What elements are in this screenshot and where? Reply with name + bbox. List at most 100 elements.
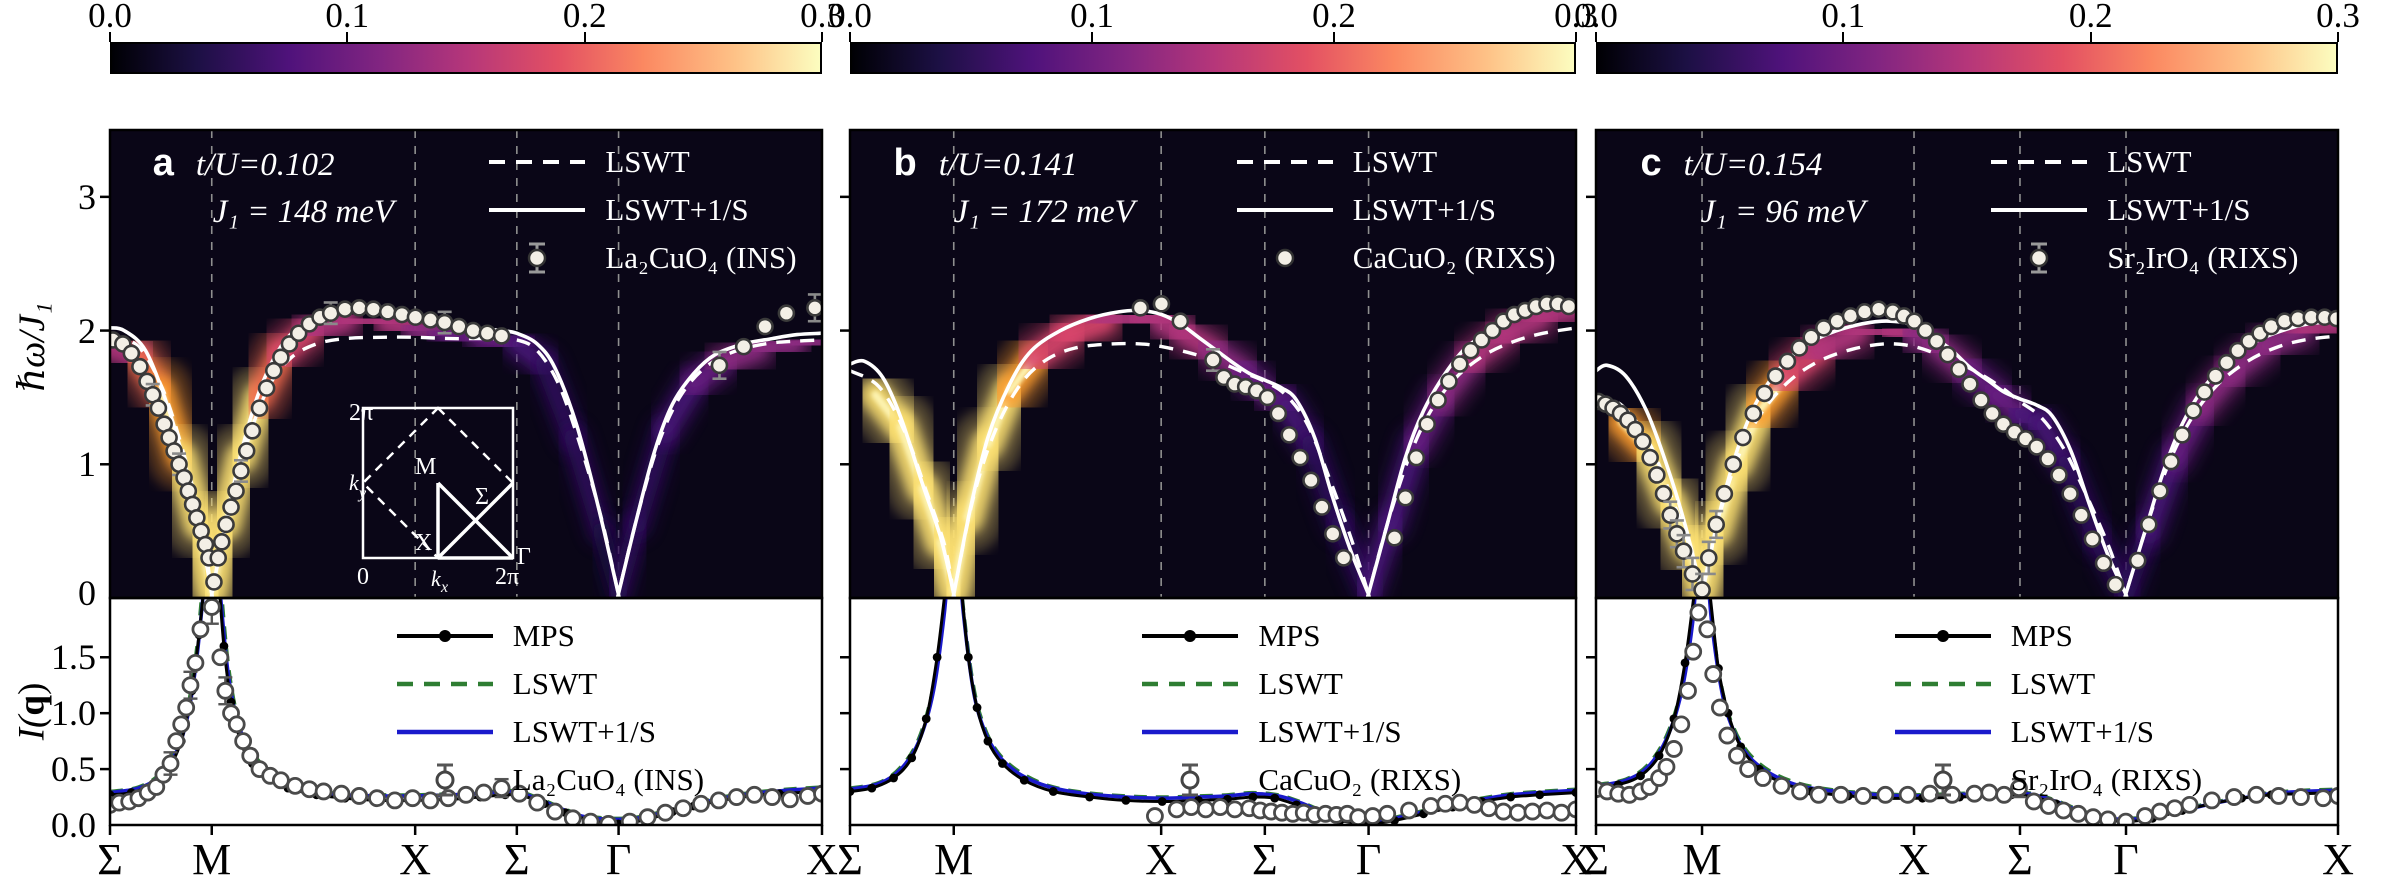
panel-c-xtick-Gamma: Γ [2113, 835, 2139, 884]
legend-label: LSWT [605, 144, 690, 179]
panel-b-J1: J₁ = 172 meV [953, 194, 1135, 230]
panel-a: 0.0 0.1 0.2 0.3 a t/U=0.102 J₁ = 148 meV … [88, 0, 844, 890]
legend-row-lswt1s-blue: LSWT+1/S [1893, 708, 2202, 756]
lower-frame [848, 596, 1578, 827]
lswt1s-blue-line-icon [1894, 729, 1991, 735]
colorbar-b-tickmark [849, 32, 851, 42]
panel-b-xtick-M: M [934, 835, 974, 884]
experiment-points [1596, 300, 2338, 598]
lswt-dashed-line-icon [1236, 160, 1333, 164]
colorbar-c-tickmark [2337, 32, 2339, 42]
bz-label-X: X [415, 530, 432, 556]
bz-label-2pi-top: 2π [349, 400, 373, 426]
bz-label-M: M [415, 454, 436, 480]
upper-ytick-1: 1 [78, 444, 96, 484]
path-X-Sigma [436, 481, 515, 560]
legend-label: LSWT+1/S [1258, 714, 1402, 749]
intensity-area [1596, 598, 2338, 825]
lswt-green-dashed-icon [1894, 681, 1991, 687]
panel-c-J1: J₁ = 96 meV [1700, 194, 1866, 230]
panel-c-xtick-X2: X [2322, 835, 2354, 884]
legend-row-lswt1s-blue: LSWT+1/S [1140, 708, 1461, 756]
legend-label: LSWT+1/S [512, 714, 657, 749]
legend-row-exp-circle: CaCuO₂ (RIXS) [1140, 756, 1461, 804]
panel-c-lower-legend: MPS LSWT LSWT+1/S Sr₂IrO₄ (RIXS) [1893, 612, 2202, 804]
colorbar-c-tick-3: 0.3 [2316, 0, 2360, 35]
legend-label: La₂CuO₄ (INS) [605, 240, 797, 275]
legend-label: MPS [1258, 618, 1321, 653]
colorbar-c [1596, 42, 2338, 74]
lower-ytick-1p0: 1.0 [51, 693, 96, 733]
legend-label: La₂CuO₄ (INS) [512, 762, 705, 797]
legend-row-experiment: Sr₂IrO₄ (RIXS) [1989, 234, 2299, 282]
colorbar-a-tickmark [346, 32, 349, 42]
panel-b-lower-svg [840, 596, 1578, 835]
legend-row-mps: MPS [395, 612, 704, 660]
colorbar-a-tick-3: 0.3 [800, 0, 844, 35]
mps-line-icon [1142, 630, 1239, 642]
colorbar-b-tickmark [1575, 32, 1577, 42]
panel-a-xtick-Sigma1: Σ [97, 835, 123, 884]
legend-label: CaCuO₂ (RIXS) [1352, 240, 1556, 275]
legend-row-lswt1s-blue: LSWT+1/S [395, 708, 704, 756]
intensity-area [110, 598, 822, 825]
colorbar-b-tickmark [1090, 32, 1093, 42]
lower-ytick-1p5: 1.5 [51, 637, 96, 677]
legend-label: LSWT [1258, 666, 1343, 701]
legend-row-experiment: CaCuO₂ (RIXS) [1235, 234, 1556, 282]
legend-label: CaCuO₂ (RIXS) [1258, 762, 1462, 797]
panel-b-xtick-Sigma1: Σ [837, 835, 863, 884]
exp-open-circle-icon [435, 763, 455, 797]
colorbar-c-tick-2: 0.2 [2068, 0, 2113, 35]
panel-c-letter: c [1640, 142, 1662, 184]
panel-a-lower-svg [100, 596, 824, 835]
exp-open-circle-icon [1180, 763, 1200, 797]
legend-label: Sr₂IrO₄ (RIXS) [2107, 240, 2299, 275]
experiment-marker-icon [1275, 248, 1295, 268]
legend-row-exp-circle: Sr₂IrO₄ (RIXS) [1893, 756, 2202, 804]
lower-ytick-0p0: 0.0 [51, 805, 96, 845]
lswt-green-dashed-icon [1142, 681, 1239, 687]
bz-label-Sigma: Σ [475, 484, 489, 510]
panel-a-lower-legend: MPS LSWT LSWT+1/S La₂CuO₄ (INS) [395, 612, 704, 804]
legend-row-mps: MPS [1140, 612, 1461, 660]
panel-b-upper-legend: LSWT LSWT+1/S CaCuO₂ (RIXS) [1235, 138, 1556, 282]
legend-row-lswt-green: LSWT [1893, 660, 2202, 708]
legend-row-lswt-green: LSWT [1140, 660, 1461, 708]
legend-row-mps: MPS [1893, 612, 2202, 660]
mps-line-icon [396, 630, 493, 642]
panel-c-xtick-Sigma2: Σ [2007, 835, 2033, 884]
panel-a-xtick-M: M [192, 835, 232, 884]
panel-b-letter: b [893, 142, 917, 184]
panel-b-lower-legend: MPS LSWT LSWT+1/S CaCuO₂ (RIXS) [1140, 612, 1461, 804]
upper-ytick-0: 0 [78, 573, 96, 613]
bz-label-kx: k [431, 566, 442, 591]
lswt-1s-curve [1596, 319, 2338, 598]
lswt1s-blue-line-icon [396, 729, 493, 735]
bz-label-0: 0 [357, 564, 369, 590]
colorbar-a-tickmark [109, 32, 111, 42]
lswt1s-blue-line-icon [1142, 729, 1239, 735]
panel-c-title: c t/U=0.154 J₁ = 96 meV [1641, 140, 1866, 236]
colorbar-b-tickmark [1333, 32, 1336, 42]
legend-label: LSWT [512, 666, 598, 701]
legend-label: LSWT [2010, 666, 2096, 701]
lswt-dashed-line-icon [489, 160, 586, 164]
legend-row-lswt-green: LSWT [395, 660, 704, 708]
colorbar-c-tickmark [2089, 32, 2092, 42]
lswt-green-dashed-icon [396, 681, 493, 687]
panel-b: 0.0 0.1 0.2 0.3 b t/U=0.141 J₁ = 172 meV … [828, 0, 1598, 890]
lower-ytick-0p5: 0.5 [51, 749, 96, 789]
panel-a-xtick-X2: X [806, 835, 838, 884]
experiment-points [1596, 603, 2338, 825]
bz-label-ky: k [349, 470, 360, 495]
panel-c-upper-legend: LSWT LSWT+1/S Sr₂IrO₄ (RIXS) [1989, 138, 2299, 282]
legend-label: MPS [2010, 618, 2073, 653]
experiment-points [1131, 295, 1576, 567]
panel-a-xtick-Sigma2: Σ [504, 835, 530, 884]
bz-label-2pi-right: 2π [495, 564, 519, 590]
mps-line-icon [1894, 630, 1991, 642]
panel-c-upper-svg [1586, 128, 2340, 600]
legend-label: LSWT [1352, 144, 1438, 179]
